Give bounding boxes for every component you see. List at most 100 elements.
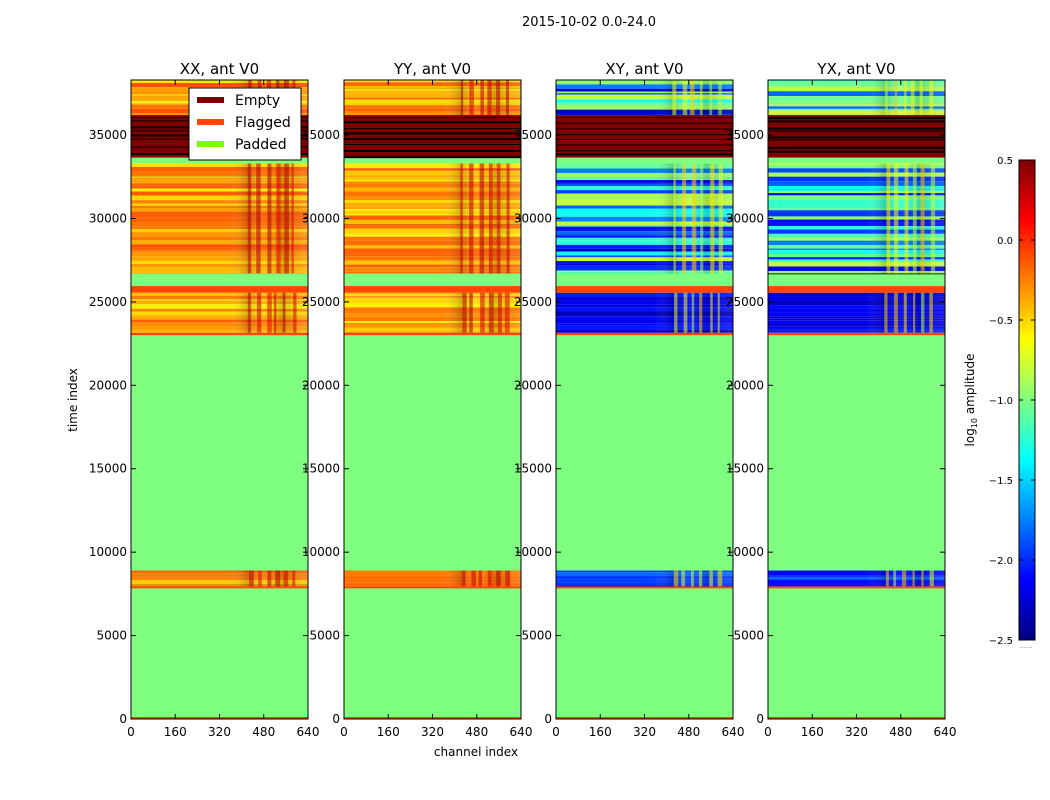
y-tick-label: 25000 — [302, 295, 340, 309]
rfi-band — [462, 570, 466, 587]
padded-segment — [131, 335, 308, 571]
y-tick-label: 15000 — [302, 462, 340, 476]
rfi-band — [249, 570, 254, 587]
rfi-band — [267, 163, 272, 274]
padded-segment — [556, 157, 733, 164]
panel-3: YX, ant V0 0 5000 10000 15000 20000 25000 30000… — [726, 60, 957, 739]
y-tick-label: 0 — [119, 712, 127, 726]
data-segment — [131, 292, 308, 333]
legend-label-empty: Empty — [235, 93, 280, 109]
legend-swatch-padded — [197, 141, 224, 147]
gap-line — [344, 138, 521, 141]
data-segment — [768, 292, 945, 333]
rfi-band — [709, 570, 713, 587]
flagged-segment — [344, 286, 521, 293]
x-tick-label: 480 — [252, 725, 275, 739]
flagged-segment — [556, 286, 733, 293]
data-segment — [768, 570, 945, 587]
rfi-band — [276, 163, 281, 274]
data-segment — [768, 80, 945, 116]
y-tick-label: 0 — [756, 712, 764, 726]
gap-line — [768, 139, 945, 141]
rfi-band — [469, 292, 473, 333]
panel-title: YY, ant V0 — [393, 60, 471, 78]
rfi-band — [700, 163, 704, 274]
channel-structure — [556, 163, 733, 274]
rfi-band — [910, 80, 915, 116]
rfi-band — [275, 570, 281, 587]
channel-structure — [131, 292, 308, 333]
y-tick-label: 20000 — [302, 378, 340, 392]
x-tick-label: 480 — [677, 725, 700, 739]
rfi-band — [699, 80, 703, 116]
rfi-band — [683, 292, 688, 333]
y-tick-label: 5000 — [733, 629, 764, 643]
rfi-band — [682, 80, 688, 116]
x-axis-label: channel index — [434, 745, 518, 759]
data-segment — [344, 570, 521, 587]
gap-line — [556, 122, 733, 124]
padded-segment — [344, 157, 521, 164]
rfi-band — [480, 292, 485, 333]
rfi-band — [284, 163, 289, 274]
channel-structure — [131, 163, 308, 274]
gap-line — [768, 130, 945, 132]
y-tick-label: 15000 — [89, 462, 127, 476]
gap-line — [344, 128, 521, 130]
rfi-band — [487, 570, 492, 587]
x-tick-label: 640 — [510, 725, 533, 739]
rfi-band — [480, 80, 484, 116]
channel-structure — [344, 570, 521, 587]
rfi-band — [893, 163, 899, 274]
rfi-band — [699, 292, 703, 333]
rfi-band — [717, 292, 720, 333]
panel-title: YX, ant V0 — [816, 60, 895, 78]
rfi-band — [929, 292, 933, 333]
rfi-band — [497, 292, 503, 333]
y-tick-label: 30000 — [726, 211, 764, 225]
flagged-segment — [131, 286, 308, 293]
rfi-band — [920, 292, 925, 333]
legend-label-flagged: Flagged — [235, 115, 291, 131]
rfi-band — [496, 80, 501, 116]
rfi-band — [256, 292, 262, 333]
rfi-band — [710, 163, 715, 274]
rfi-band — [884, 292, 888, 333]
rfi-band — [460, 163, 463, 274]
colorbar-tick-label: −2.0 — [989, 556, 1013, 567]
rfi-band — [920, 163, 925, 274]
flagged-segment — [131, 332, 308, 336]
rfi-band — [478, 570, 482, 587]
colorbar-dots: ...... — [1019, 642, 1032, 650]
rfi-band — [884, 80, 888, 116]
x-tick-label: 0 — [764, 725, 772, 739]
rfi-band — [506, 163, 510, 274]
padded-segment — [131, 273, 308, 287]
padded-segment — [344, 588, 521, 717]
panel-title: XX, ant V0 — [180, 60, 259, 78]
data-segment — [344, 80, 521, 116]
rfi-band — [903, 292, 907, 333]
x-tick-label: 320 — [633, 725, 656, 739]
rfi-band — [691, 570, 694, 587]
padded-segment — [768, 588, 945, 717]
rfi-band — [496, 163, 501, 274]
y-tick-label: 35000 — [302, 128, 340, 142]
y-tick-label: 25000 — [726, 295, 764, 309]
gap-line — [556, 144, 733, 146]
panel-2: XY, ant V0 0 5000 10000 15000 20000 25000 30000… — [514, 60, 745, 739]
rfi-band — [681, 570, 686, 587]
rfi-band — [267, 292, 272, 333]
rfi-band — [462, 292, 467, 333]
x-tick-label: 0 — [127, 725, 135, 739]
y-tick-label: 30000 — [514, 211, 552, 225]
flagged-segment — [556, 332, 733, 336]
padded-segment — [768, 335, 945, 571]
channel-structure — [131, 570, 308, 587]
gap-line — [344, 149, 521, 152]
colorbar-tick-label: 0.5 — [997, 156, 1013, 167]
rfi-band — [469, 80, 474, 116]
gap-line — [556, 139, 733, 141]
channel-structure — [556, 570, 733, 587]
